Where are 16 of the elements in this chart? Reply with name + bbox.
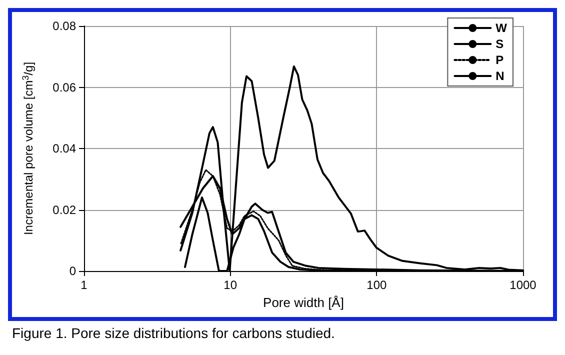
x-tick-label: 1 — [80, 278, 88, 292]
legend-label: W — [496, 21, 508, 35]
x-axis-title: Pore width [Å] — [263, 294, 344, 310]
x-tick-label: 100 — [366, 278, 387, 292]
y-tick-label: 0.08 — [52, 19, 76, 33]
y-tick-label: 0.04 — [52, 142, 76, 156]
y-tick-label: 0.06 — [52, 80, 76, 94]
y-tick-label: 0 — [69, 264, 76, 278]
legend-label: P — [496, 53, 504, 67]
x-tick-label: 10 — [224, 278, 238, 292]
legend-label: S — [496, 37, 504, 51]
legend-label: N — [496, 69, 504, 83]
x-tick-label: 1000 — [510, 278, 537, 292]
y-tick-label: 0.02 — [52, 202, 76, 217]
caption: Figure 1. Pore size distributions for carbons studied. — [12, 325, 336, 341]
y-axis-title: Incremental pore volume [cm3/g] — [20, 62, 36, 236]
